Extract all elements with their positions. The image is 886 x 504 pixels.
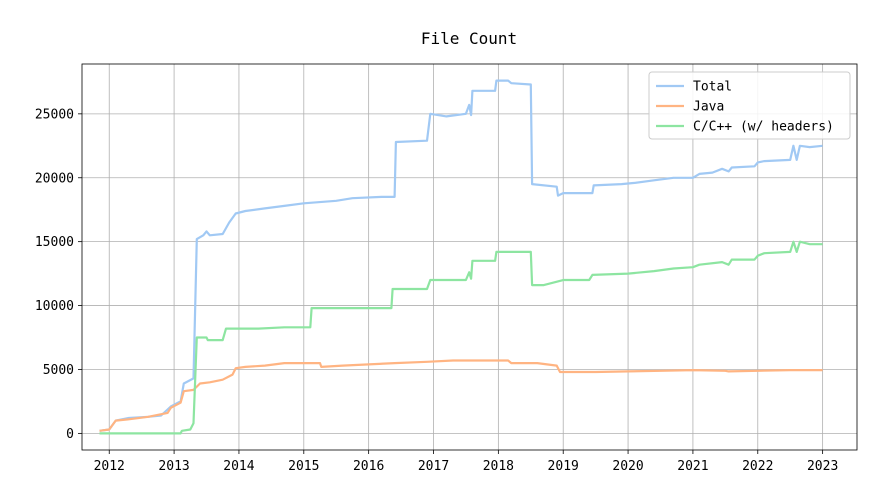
legend-frame (648, 71, 851, 140)
y-tick-label: 5000 (43, 363, 74, 378)
x-tick-label: 2019 (548, 459, 579, 474)
plot-area-frame (81, 63, 858, 451)
legend-label: Java (693, 100, 724, 115)
x-tick-label: 2023 (807, 459, 838, 474)
legend: Total Java C/C++ (w/ headers) (648, 71, 851, 140)
legend-label: C/C++ (w/ headers) (693, 120, 834, 135)
x-tick-label: 2022 (742, 459, 773, 474)
x-tick-label: 2021 (677, 459, 708, 474)
x-tick-label: 2020 (612, 459, 643, 474)
x-tick-label: 2016 (353, 459, 384, 474)
legend-items: Total Java C/C++ (w/ headers) (656, 80, 834, 135)
x-tick-label: 2012 (94, 459, 125, 474)
x-tick-label: 2013 (158, 459, 189, 474)
series-layer (99, 79, 823, 435)
series-line-0 (99, 79, 823, 432)
chart-title: File Count (421, 29, 517, 48)
legend-label: Total (693, 80, 732, 95)
x-tick-label: 2015 (288, 459, 319, 474)
series-line-2 (99, 240, 823, 435)
y-tick-label: 15000 (35, 235, 74, 250)
y-tick-label: 25000 (35, 107, 74, 122)
y-tick-label: 0 (66, 427, 74, 442)
tick-layer: 2012 2013 2014 2015 2016 2017 2018 2019 2020 2021… (35, 107, 838, 474)
x-tick-label: 2014 (223, 459, 254, 474)
y-tick-label: 10000 (35, 299, 74, 314)
series-line-1 (99, 359, 823, 432)
y-tick-label: 20000 (35, 171, 74, 186)
x-tick-label: 2018 (483, 459, 514, 474)
x-tick-label: 2017 (418, 459, 449, 474)
